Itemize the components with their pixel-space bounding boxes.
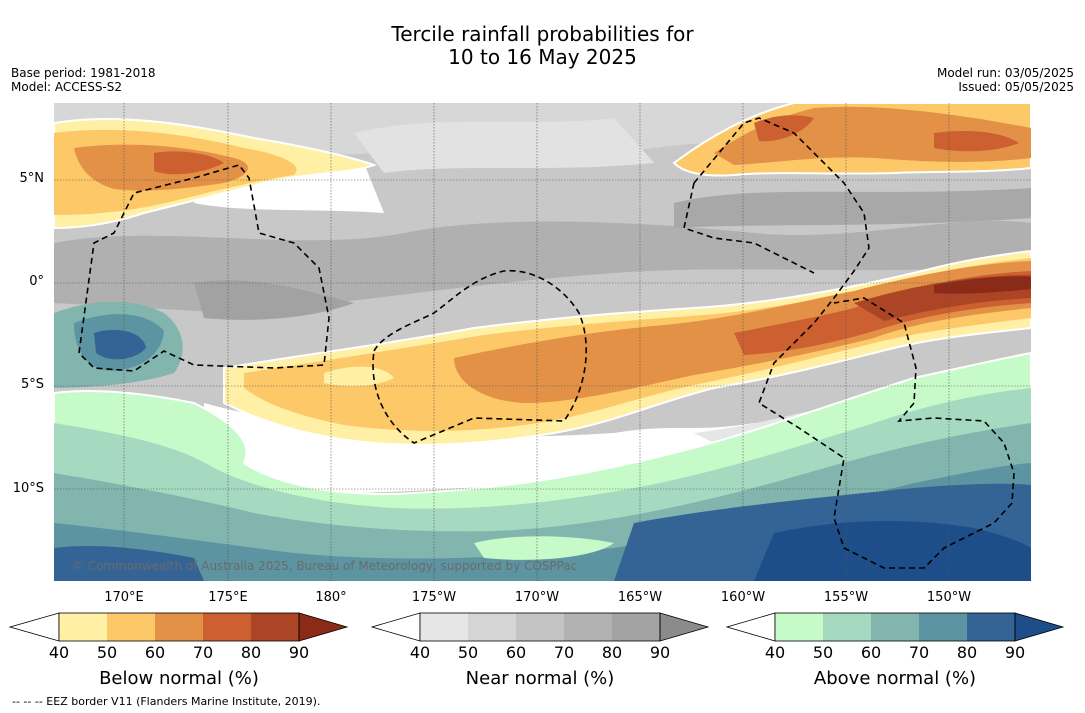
rainfall-probability-map [54, 103, 1031, 581]
colorbar-swatch [468, 613, 516, 641]
model-name: Model: ACCESS-S2 [11, 80, 123, 94]
lat-label-10s: 10°S [12, 481, 44, 496]
copyright-notice: © Commonwealth of Australia 2025, Bureau… [72, 559, 578, 573]
colorbar-swatch [823, 613, 871, 641]
lon-label-150w: 150°W [926, 590, 972, 605]
map-title-line1: Tercile rainfall probabilities for [391, 22, 694, 46]
colorbar-swatch [420, 613, 468, 641]
colorbar-swatch [612, 613, 660, 641]
cb-above-tick: 70 [908, 643, 930, 662]
lat-label-0: 0° [29, 274, 44, 289]
colorbar-swatch [871, 613, 919, 641]
colorbar-below-normal [8, 612, 349, 642]
colorbar-swatch [659, 612, 710, 642]
cb-above-tick: 40 [764, 643, 786, 662]
cb-below-tick: 90 [288, 643, 310, 662]
lon-label-170e: 170°E [104, 590, 144, 605]
base-period: Base period: 1981-2018 [11, 66, 156, 80]
colorbars [8, 612, 1065, 642]
colorbar-swatch [298, 612, 349, 642]
lat-label-5s: 5°S [20, 377, 44, 392]
map-title-line2: 10 to 16 May 2025 [448, 45, 637, 69]
colorbar-swatch [59, 613, 107, 641]
cb-near-tick: 90 [649, 643, 671, 662]
colorbar-swatch [919, 613, 967, 641]
cb-above-tick: 60 [860, 643, 882, 662]
cb-below-tick: 50 [96, 643, 118, 662]
colorbar-swatch [203, 613, 251, 641]
colorbar-swatch [251, 613, 299, 641]
eez-footnote: -- -- -- EEZ border V11 (Flanders Marine… [12, 695, 321, 708]
cb-above-tick: 90 [1004, 643, 1026, 662]
eez-borders [78, 117, 1015, 569]
cb-below-tick: 70 [192, 643, 214, 662]
cb-near-tick: 60 [505, 643, 527, 662]
lon-label-155w: 155°W [823, 590, 869, 605]
colorbar-near-normal [370, 612, 710, 642]
colorbar-swatch [1014, 612, 1065, 642]
lon-label-180: 180° [315, 590, 347, 605]
colorbar-title-near-normal: Near normal (%) [465, 668, 615, 689]
cb-near-tick: 80 [601, 643, 623, 662]
cb-near-tick: 40 [409, 643, 431, 662]
colorbar-title-below-normal: Below normal (%) [99, 668, 259, 689]
lon-label-170w: 170°W [514, 590, 560, 605]
cb-above-tick: 80 [956, 643, 978, 662]
cb-near-tick: 70 [553, 643, 575, 662]
colorbar-swatch [516, 613, 564, 641]
model-run: Model run: 03/05/2025 [936, 66, 1074, 80]
colorbar-swatch [775, 613, 823, 641]
graticule [54, 103, 1031, 581]
issued-date: Issued: 05/05/2025 [958, 80, 1074, 94]
colorbar-swatch [155, 613, 203, 641]
cb-near-tick: 50 [457, 643, 479, 662]
colorbar-swatch [967, 613, 1015, 641]
lon-label-165w: 165°W [617, 590, 663, 605]
colorbar-swatch [564, 613, 612, 641]
cb-below-tick: 60 [144, 643, 166, 662]
lon-label-175e: 175°E [208, 590, 248, 605]
colorbar-above-normal [725, 612, 1065, 642]
colorbar-swatch [107, 613, 155, 641]
lon-label-160w: 160°W [720, 590, 766, 605]
cb-below-tick: 40 [48, 643, 70, 662]
colorbar-title-above-normal: Above normal (%) [813, 668, 977, 689]
cb-above-tick: 50 [812, 643, 834, 662]
lon-label-175w: 175°W [411, 590, 457, 605]
lat-label-5n: 5°N [19, 171, 45, 186]
cb-below-tick: 80 [240, 643, 262, 662]
